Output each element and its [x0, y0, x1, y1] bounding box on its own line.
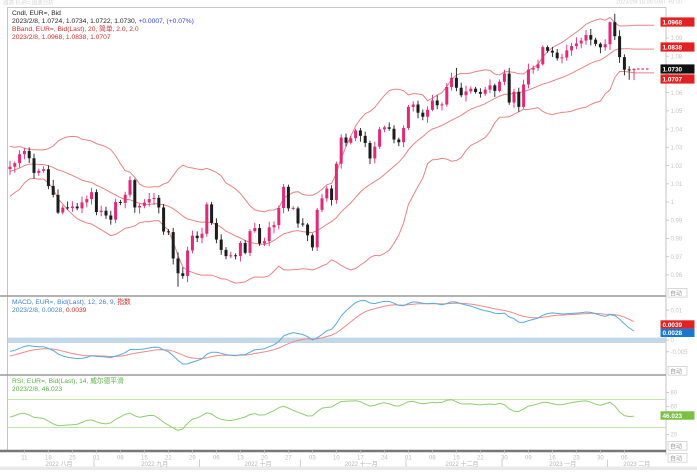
svg-text:1.0838: 1.0838: [663, 44, 683, 51]
svg-text:80: 80: [671, 391, 678, 397]
svg-text:27: 27: [285, 456, 292, 462]
svg-text:0: 0: [671, 338, 675, 344]
svg-text:2023/2/8, 1.0968, 1.0838, 1.07: 2023/2/8, 1.0968, 1.0838, 1.0707: [12, 34, 111, 41]
svg-text:1.05: 1.05: [671, 109, 683, 115]
svg-text:-0.005: -0.005: [671, 350, 689, 356]
svg-text:2023/2/8, 0.0028, 0.0039: 2023/2/8, 0.0028, 0.0039: [12, 307, 87, 314]
svg-text:1.06: 1.06: [671, 91, 683, 97]
svg-text:10: 10: [333, 456, 340, 462]
svg-text:2022 九月: 2022 九月: [141, 460, 168, 468]
svg-text:Cndl, EUR=, Bid: Cndl, EUR=, Bid: [12, 10, 61, 17]
svg-text:03: 03: [309, 456, 316, 462]
svg-text:08: 08: [117, 456, 124, 462]
svg-text:46.023: 46.023: [663, 413, 683, 420]
svg-text:11: 11: [21, 456, 28, 462]
svg-text:0.01: 0.01: [671, 308, 683, 314]
svg-text:1: 1: [671, 200, 675, 206]
svg-text:1.01: 1.01: [671, 182, 683, 188]
svg-text:0.0028: 0.0028: [663, 330, 683, 337]
svg-text:01: 01: [93, 456, 100, 462]
svg-text:0.99: 0.99: [671, 218, 683, 224]
svg-text:08: 08: [429, 456, 436, 462]
svg-text:0.96: 0.96: [671, 273, 683, 279]
svg-text:1.0707: 1.0707: [663, 76, 683, 83]
svg-text:1.09: 1.09: [671, 36, 683, 42]
svg-text:13: 13: [237, 456, 244, 462]
svg-text:MACD, EUR=, Bid(Last), 12, 26,: MACD, EUR=, Bid(Last), 12, 26, 9, 指数: [12, 297, 131, 306]
svg-text:2023/2/8 16:00 GMT +8:00: 2023/2/8 16:00 GMT +8:00: [616, 0, 682, 6]
svg-text:自动: 自动: [670, 367, 682, 375]
svg-text:22: 22: [165, 456, 172, 462]
svg-text:30: 30: [597, 456, 604, 462]
svg-text:20: 20: [261, 456, 268, 462]
svg-text:2022 十二月: 2022 十二月: [445, 460, 478, 468]
svg-text:18: 18: [45, 456, 52, 462]
svg-text:2022 十一月: 2022 十一月: [345, 460, 378, 468]
svg-text:29: 29: [189, 456, 196, 462]
svg-text:RSI, EUR=, Bid(Last), 14, 威尔德平: RSI, EUR=, Bid(Last), 14, 威尔德平滑: [12, 376, 124, 385]
svg-text:1.08: 1.08: [671, 54, 683, 60]
svg-text:30: 30: [501, 456, 508, 462]
svg-text:20: 20: [671, 433, 678, 439]
svg-text:1.0730: 1.0730: [663, 66, 683, 73]
svg-text:17: 17: [357, 456, 364, 462]
svg-text:06: 06: [621, 456, 628, 462]
svg-text:自动: 自动: [670, 454, 682, 462]
svg-text:自动: 自动: [670, 289, 682, 297]
svg-text:2023/2/8, 1.0724, 1.0734, 1.07: 2023/2/8, 1.0724, 1.0734, 1.0722, 1.0730…: [12, 18, 194, 25]
svg-text:自动: 自动: [670, 442, 682, 450]
svg-text:1.04: 1.04: [671, 127, 683, 133]
svg-text:0.97: 0.97: [671, 255, 683, 261]
svg-text:2023 一月: 2023 一月: [549, 461, 576, 468]
svg-text:2022 十月: 2022 十月: [244, 460, 271, 468]
svg-text:2022 八月: 2022 八月: [45, 461, 72, 468]
svg-text:路透 EUR= 图表分析: 路透 EUR= 图表分析: [3, 0, 54, 7]
svg-text:2023 二月: 2023 二月: [623, 461, 650, 468]
svg-text:0.0039: 0.0039: [663, 322, 683, 329]
svg-text:06: 06: [213, 456, 220, 462]
svg-text:15: 15: [141, 456, 148, 462]
svg-text:24: 24: [381, 456, 388, 462]
svg-text:09: 09: [525, 456, 532, 462]
svg-text:1.02: 1.02: [671, 164, 683, 170]
svg-text:01: 01: [405, 456, 412, 462]
svg-text:BBand, EUR=, Bid(Last), 20, 简单: BBand, EUR=, Bid(Last), 20, 简单, 2.0, 2.0: [12, 24, 139, 33]
svg-text:0.98: 0.98: [671, 237, 683, 243]
svg-text:2023/2/8, 46.023: 2023/2/8, 46.023: [12, 386, 62, 393]
svg-text:16: 16: [549, 456, 556, 462]
svg-text:25: 25: [69, 456, 76, 462]
svg-text:15: 15: [453, 456, 460, 462]
svg-text:60: 60: [671, 405, 678, 411]
svg-text:22: 22: [477, 456, 484, 462]
svg-text:1.03: 1.03: [671, 146, 683, 152]
svg-text:23: 23: [573, 456, 580, 462]
svg-text:1.0968: 1.0968: [663, 19, 683, 26]
